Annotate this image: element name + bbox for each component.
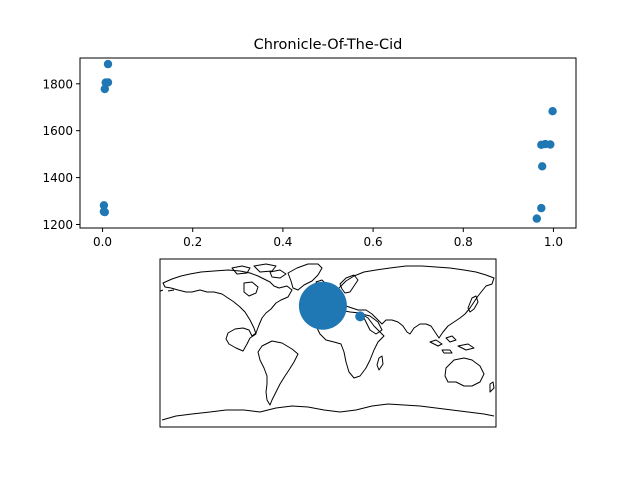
y-tick-label: 1800 bbox=[42, 77, 73, 91]
japan-coastline bbox=[467, 295, 479, 313]
y-tick-label: 1200 bbox=[42, 218, 73, 232]
arabia-coastline bbox=[361, 313, 383, 335]
plot-frame bbox=[79, 57, 577, 229]
greenland-coastline bbox=[287, 263, 323, 291]
scatter-point bbox=[100, 84, 110, 94]
eurasia-coastline bbox=[319, 265, 495, 339]
x-tick-label: 0.2 bbox=[183, 235, 202, 249]
map-panel bbox=[159, 258, 497, 428]
south-america-coastline bbox=[257, 340, 299, 406]
x-tick-label: 0.0 bbox=[93, 235, 112, 249]
hudson-bay-coastline bbox=[243, 281, 259, 297]
x-tick-label: 0.4 bbox=[273, 235, 292, 249]
madagascar-coastline bbox=[376, 355, 384, 371]
x-tick-label: 1.0 bbox=[544, 235, 563, 249]
scatter-point bbox=[537, 203, 546, 213]
chart-title: Chronicle-Of-The-Cid bbox=[254, 37, 403, 53]
scatter-point bbox=[532, 214, 541, 223]
map-markers bbox=[298, 281, 366, 330]
x-tick-label: 0.8 bbox=[454, 235, 473, 249]
map-marker bbox=[298, 281, 347, 330]
world-map bbox=[160, 263, 495, 421]
y-axis: 1200 1400 1600 1800 bbox=[42, 77, 80, 232]
y-tick-label: 1600 bbox=[42, 124, 73, 138]
southeast-asia-islands-coastline bbox=[429, 335, 475, 354]
scatter-point bbox=[103, 59, 113, 69]
x-axis: 0.0 0.2 0.4 0.6 0.8 1.0 bbox=[93, 228, 563, 249]
antarctica-coastline bbox=[161, 403, 495, 421]
scatter-point bbox=[99, 201, 109, 210]
new-zealand-coastline bbox=[489, 381, 495, 393]
y-tick-label: 1400 bbox=[42, 171, 73, 185]
scatter-point bbox=[103, 78, 113, 87]
arctic-islands-coastline bbox=[231, 263, 287, 279]
map-frame bbox=[159, 258, 497, 428]
scatter-point bbox=[538, 162, 547, 171]
north-america-coastline bbox=[162, 269, 293, 352]
scandinavia-coastline bbox=[339, 274, 359, 294]
map-marker bbox=[355, 311, 366, 322]
x-tick-label: 0.6 bbox=[364, 235, 383, 249]
scatter-point bbox=[548, 107, 557, 116]
scatter-points bbox=[99, 59, 557, 223]
scatter-point bbox=[100, 207, 110, 217]
scatter-panel: Chronicle-Of-The-Cid 0.0 0.2 0.4 0.6 0.8 1.0 … bbox=[42, 37, 577, 249]
scatter-point bbox=[546, 140, 555, 149]
australia-coastline bbox=[444, 357, 485, 387]
